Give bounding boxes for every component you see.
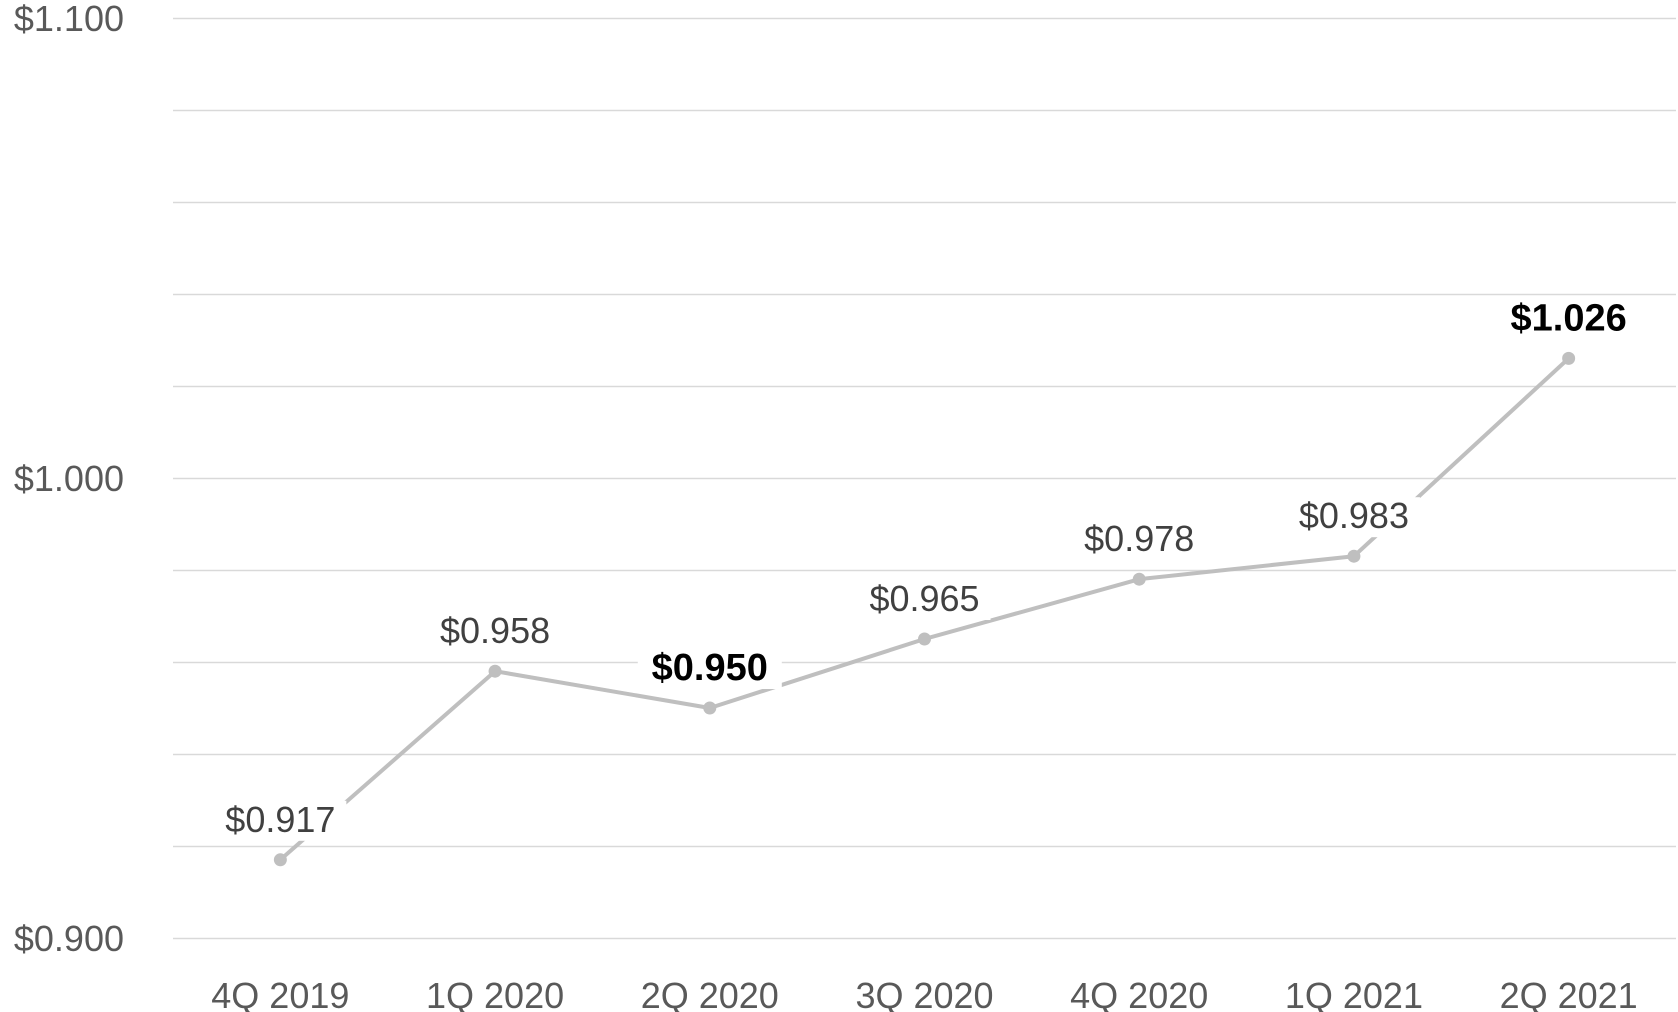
x-tick-label: 4Q 2020 (1070, 975, 1208, 1012)
data-point (703, 701, 717, 715)
data-point (1347, 549, 1361, 563)
data-label-bg (1496, 299, 1641, 340)
data-point (918, 632, 931, 646)
data-label: $0.950 (652, 647, 768, 689)
data-label-bg (1073, 520, 1206, 561)
data-label-bg (429, 612, 562, 653)
data-point (1562, 351, 1576, 365)
x-tick-label: 1Q 2020 (426, 975, 564, 1012)
y-tick-label: $1.100 (14, 0, 124, 39)
x-tick-label: 3Q 2020 (855, 975, 993, 1012)
y-axis-ticks: $0.900 $1.000 $1.100 (14, 0, 124, 959)
y-tick-label: $0.900 (14, 918, 124, 959)
series-markers (273, 351, 1576, 867)
x-tick-label: 2Q 2020 (641, 975, 779, 1012)
data-label-bg (858, 580, 991, 620)
data-label-bg (214, 800, 347, 841)
x-tick-label: 1Q 2021 (1285, 975, 1423, 1012)
data-label-bg (637, 649, 782, 689)
x-axis-ticks: 4Q 2019 1Q 2020 2Q 2020 3Q 2020 4Q 2020 1Q 20… (211, 975, 1637, 1012)
data-point (488, 664, 502, 678)
data-label: $0.978 (1084, 518, 1194, 559)
data-label: $0.983 (1299, 495, 1409, 536)
data-label: $1.026 (1511, 297, 1627, 339)
data-point (1132, 572, 1146, 586)
data-label-bg (1287, 497, 1420, 538)
data-label: $0.917 (225, 799, 335, 840)
gridlines (173, 17, 1676, 940)
y-tick-label: $1.000 (14, 458, 124, 499)
data-point (273, 853, 287, 867)
data-labels: $0.917 $0.958 $0.950 $0.965 $0.978 $0.983 $1.0… (214, 297, 1641, 841)
data-label: $0.965 (869, 578, 979, 619)
data-label: $0.958 (440, 610, 550, 651)
x-tick-label: 4Q 2019 (211, 975, 349, 1012)
x-tick-label: 2Q 2021 (1500, 975, 1638, 1012)
